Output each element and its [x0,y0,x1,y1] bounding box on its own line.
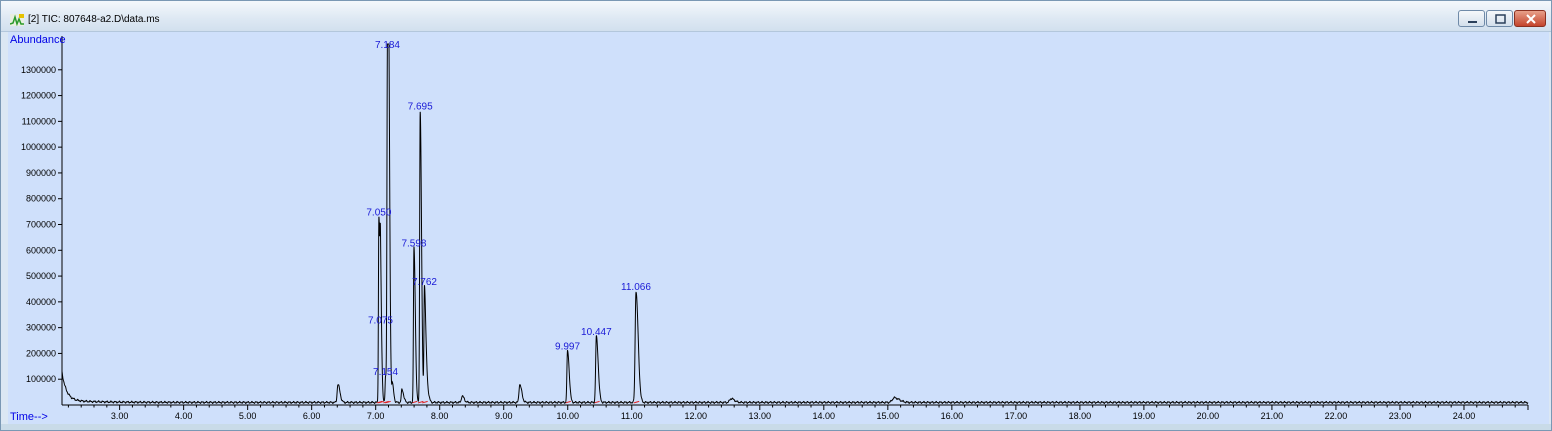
maximize-button[interactable] [1486,10,1513,27]
x-tick-label: 13.00 [749,411,772,421]
x-tick-label: 3.00 [111,411,129,421]
peak-label: 7.075 [368,316,393,327]
y-tick-label: 900000 [26,168,56,178]
close-icon [1526,14,1536,24]
x-axis-label: Time--> [10,411,48,423]
integration-baseline [417,400,424,404]
integration-baseline [422,400,428,404]
y-tick-label: 100000 [26,374,56,384]
integration-baseline [593,400,600,404]
y-axis-label: Abundance [10,34,66,46]
y-tick-label: 800000 [26,194,56,204]
x-tick-label: 5.00 [239,411,257,421]
x-tick-label: 23.00 [1389,411,1412,421]
x-tick-label: 20.00 [1197,411,1220,421]
y-tick-label: 1000000 [21,142,56,152]
integration-baseline [383,400,389,404]
close-button[interactable] [1514,10,1546,27]
peak-label: 7.050 [366,207,391,218]
x-tick-label: 15.00 [877,411,900,421]
y-tick-label: 1100000 [22,116,56,126]
x-tick-label: 4.00 [175,411,193,421]
x-tick-label: 9.00 [495,411,513,421]
peak-label: 7.184 [375,40,400,51]
chromatogram-plot[interactable]: Abundance Time--> 100000 200000 300000 4000… [8,32,1549,424]
y-tick-label: 1300000 [21,65,56,75]
peak-label: 7.154 [373,367,398,378]
peak-label: 10.447 [581,327,612,338]
title-bar[interactable]: [2] TIC: 807648-a2.D\data.ms [1,1,1551,32]
x-tick-label: 8.00 [431,411,449,421]
peak-label: 7.598 [401,238,426,249]
y-tick-label: 700000 [26,220,56,230]
minimize-icon [1468,21,1477,23]
peak-label: 11.066 [621,282,651,293]
y-tick-label: 200000 [26,348,56,358]
x-tick-label: 19.00 [1133,411,1156,421]
minimize-button[interactable] [1458,10,1485,27]
y-tick-label: 500000 [26,271,56,281]
integration-baseline [565,400,571,404]
window-title: [2] TIC: 807648-a2.D\data.ms [28,14,160,25]
x-tick-label: 21.00 [1261,411,1284,421]
x-tick-label: 18.00 [1069,411,1092,421]
peak-label: 7.762 [412,277,437,288]
y-tick-label: 400000 [26,297,56,307]
x-tick-label: 12.00 [685,411,708,421]
tic-trace [61,43,1529,404]
x-tick-label: 6.00 [303,411,321,421]
chromatogram-chart: Abundance Time--> 100000 200000 300000 4000… [10,34,1529,423]
y-tick-label: 1200000 [21,91,56,101]
x-ticks: 3.00 4.00 5.00 6.00 7.00 8.00 9.00 10.00 11.00 12… [67,405,1529,421]
x-tick-label: 14.00 [813,411,836,421]
integration-baselines [376,400,640,404]
peak-labels: 7.184 7.695 7.050 7.598 7.762 7.075 7.154 9.997… [366,40,651,378]
x-tick-label: 7.00 [367,411,385,421]
integration-baseline [378,400,384,404]
chromatogram-icon [10,14,24,26]
y-tick-label: 300000 [26,323,56,333]
status-strip [1,424,1551,430]
maximize-icon [1495,14,1506,24]
integration-baseline [385,400,391,404]
x-tick-label: 22.00 [1325,411,1348,421]
peak-label: 7.695 [408,102,433,113]
x-tick-label: 11.00 [621,411,643,421]
x-tick-label: 17.00 [1005,411,1028,421]
x-tick-label: 24.00 [1453,411,1476,421]
integration-baseline [411,400,418,404]
x-tick-label: 16.00 [941,411,964,421]
x-tick-label: 10.00 [556,411,579,421]
integration-baseline [633,400,640,404]
y-tick-label: 600000 [26,245,56,255]
y-ticks: 100000 200000 300000 400000 500000 600000 7000… [21,65,62,384]
peak-label: 9.997 [555,341,580,352]
